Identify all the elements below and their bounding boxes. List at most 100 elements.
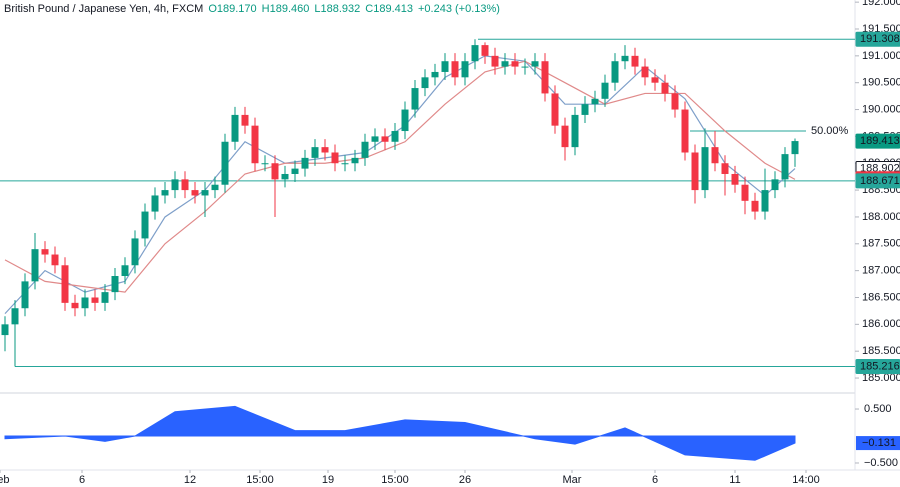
candle-body (181, 179, 189, 191)
fib-label: 50.00% (811, 125, 849, 137)
x-tick-label: 19 (322, 474, 334, 486)
osc-label-box (856, 436, 900, 451)
candle-body (1, 324, 9, 336)
candle-body (761, 190, 769, 212)
candle-body (121, 265, 129, 277)
candle-body (31, 249, 39, 282)
candle-body (261, 163, 269, 165)
y-tick-label: 190.500 (862, 77, 900, 89)
candle-body (741, 184, 749, 201)
y-tick-label: 190.000 (862, 103, 900, 115)
candle-body (51, 254, 59, 266)
candle-body (81, 297, 89, 309)
candle-body (541, 61, 549, 94)
candle-body (341, 163, 349, 165)
candle-body (551, 93, 559, 126)
candle-body (481, 45, 489, 56)
price-label-box (855, 133, 900, 149)
ohlc-value: L188.932 (314, 3, 360, 15)
y-tick-label: 185.500 (862, 345, 900, 357)
ohlc-value: O189.170 (208, 3, 256, 15)
candle-body (191, 190, 199, 196)
candle-body (441, 61, 449, 72)
candle-body (581, 104, 589, 115)
candle-body (651, 77, 659, 83)
candle-body (661, 82, 669, 94)
price-label-box (855, 173, 900, 189)
candle-body (561, 125, 569, 148)
title-text: British Pound / Japanese Yen, 4h, FXCM (4, 3, 203, 15)
candle-body (141, 211, 149, 239)
candle-body (271, 163, 279, 180)
candle-body (681, 109, 689, 153)
candle-body (291, 168, 299, 174)
x-tick-label: 26 (459, 474, 471, 486)
y-tick-label: 188.000 (862, 211, 900, 223)
candle-body (171, 179, 179, 191)
x-tick-label: 15:00 (381, 474, 409, 486)
candle-body (611, 61, 619, 83)
candle-body (231, 114, 239, 142)
candle-body (491, 55, 499, 67)
candle-body (401, 109, 409, 132)
candle-body (391, 131, 399, 142)
candle-body (471, 45, 479, 62)
price-label-box (855, 31, 900, 47)
x-tick-label: Feb (0, 474, 9, 486)
candle-body (671, 93, 679, 110)
x-tick-label: 11 (729, 474, 740, 486)
candle-body (371, 136, 379, 142)
candle-body (421, 77, 429, 89)
candle-body (281, 173, 289, 180)
candle-body (161, 190, 169, 196)
candle-body (711, 147, 719, 164)
candle-body (791, 141, 799, 155)
candle-body (461, 61, 469, 78)
y-tick-label: 191.000 (862, 50, 900, 62)
candle-body (221, 141, 229, 185)
x-tick-label: 6 (652, 474, 658, 486)
candle-body (91, 297, 99, 303)
candle-body (61, 265, 69, 303)
y-tick-label: 186.500 (862, 291, 900, 303)
candle-body (531, 61, 539, 67)
price-label-box (855, 358, 900, 374)
candle-body (411, 88, 419, 110)
candle-body (241, 114, 249, 126)
candle-body (571, 114, 579, 148)
y2-tick-label: −0.500 (864, 457, 898, 469)
candle-body (641, 66, 649, 78)
candle-body (21, 281, 29, 309)
candle-body (621, 55, 629, 62)
candle-body (101, 292, 109, 303)
candle-body (631, 55, 639, 67)
candle-body (201, 190, 209, 196)
chart-title: British Pound / Japanese Yen, 4h, FXCM O1… (4, 3, 500, 15)
candle-body (501, 61, 509, 67)
y2-tick-label: 0.500 (864, 403, 892, 415)
candle-body (71, 302, 79, 309)
ohlc-value: C189.413 (365, 3, 413, 15)
oscillator-area (4, 405, 796, 461)
y-tick-label: 185.000 (862, 372, 900, 384)
moving-average (4, 60, 796, 293)
candle-body (381, 136, 389, 142)
y-tick-label: 192.000 (862, 0, 900, 8)
candle-body (351, 157, 359, 164)
price-label: 189.413 (860, 135, 900, 147)
candle-body (691, 152, 699, 191)
x-tick-label: 6 (79, 474, 85, 486)
candle-body (131, 238, 139, 266)
candle-body (361, 141, 369, 158)
candle-body (331, 152, 339, 164)
osc-label: −0.131 (862, 437, 896, 449)
candle-body (591, 98, 599, 105)
candle-body (751, 200, 759, 212)
candle-body (701, 147, 709, 191)
y-tick-label: 186.000 (862, 318, 900, 330)
candle-body (451, 61, 459, 78)
price-label: 188.671 (860, 175, 900, 187)
candle-body (431, 71, 439, 78)
candle-body (521, 66, 529, 68)
